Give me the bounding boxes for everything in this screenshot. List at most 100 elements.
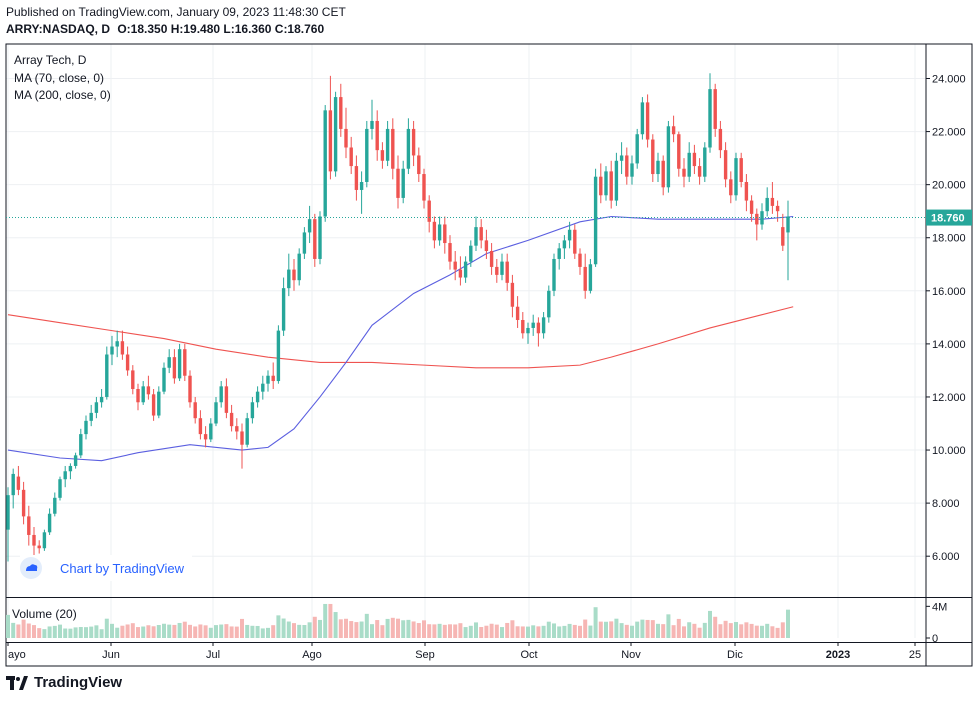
candle-body <box>406 128 411 169</box>
volume-bar <box>26 623 31 638</box>
volume-bar <box>323 603 328 638</box>
volume-bar <box>11 622 16 638</box>
volume-bar <box>479 626 484 638</box>
candle-body <box>562 240 567 249</box>
candle-body <box>635 134 639 164</box>
candle-body <box>786 216 790 233</box>
candle-body <box>271 375 275 382</box>
volume-bar <box>489 623 494 638</box>
volume-bar <box>73 627 78 638</box>
last-price-group: 18.760 <box>6 209 972 226</box>
volume-bar <box>58 624 62 638</box>
candle-body <box>645 102 650 140</box>
candle-body <box>375 120 379 151</box>
time-tick-label: 25 <box>909 649 921 661</box>
price-tick-label: 16.000 <box>932 286 966 298</box>
volume-bar <box>604 621 608 638</box>
volume-axis[interactable]: 4M 0 <box>926 601 947 645</box>
volume-bar <box>676 618 681 638</box>
volume-bar <box>666 614 671 638</box>
time-axis[interactable]: ayo Jun Jul Ago Sep Oct Nov Dic 2023 25 <box>7 642 921 661</box>
candle-body <box>240 431 244 445</box>
credit-label: Chart by TradingView <box>60 560 185 576</box>
volume-bar <box>536 626 541 638</box>
candle-body <box>651 139 655 175</box>
candle-body <box>287 269 291 289</box>
candle-body <box>469 245 473 262</box>
legend-title: Array Tech, D <box>14 53 87 67</box>
candle-body <box>718 128 723 151</box>
price-tick-label: 6.000 <box>932 551 960 563</box>
volume-bar <box>401 620 406 638</box>
candle-body <box>697 166 702 177</box>
candle-body <box>583 266 587 291</box>
candle-body <box>448 243 452 262</box>
candle-body <box>526 327 530 334</box>
candle-body <box>588 264 593 291</box>
candle-body <box>120 341 125 355</box>
volume-bar <box>593 607 598 638</box>
volume-bar <box>448 624 452 638</box>
volume-bar <box>245 624 250 638</box>
candle-body <box>692 152 697 167</box>
candle-body <box>479 227 483 241</box>
volume-bar <box>520 626 525 638</box>
candle-body <box>146 386 151 395</box>
chart-by-tradingview-link[interactable]: Chart by TradingView <box>20 555 193 581</box>
volume-bar <box>718 624 723 638</box>
grid-lines <box>6 44 926 638</box>
candle-body <box>250 402 255 419</box>
candle-body <box>73 455 78 466</box>
volume-bar <box>271 625 276 638</box>
volume-bar <box>422 620 426 638</box>
candle-body <box>437 224 442 241</box>
volume-bar <box>713 616 718 638</box>
candle-body <box>255 391 260 403</box>
candle-body <box>151 394 156 416</box>
candle-body <box>84 420 88 435</box>
price-axis[interactable]: 6.000 8.000 10.000 12.000 14.000 16.000 18.000… <box>926 74 966 564</box>
volume-bar <box>786 609 790 638</box>
volume-bar <box>84 627 88 638</box>
volume-bar <box>598 621 603 638</box>
price-tick-label: 12.000 <box>932 392 966 404</box>
tradingview-logo[interactable]: TradingView <box>6 674 122 691</box>
time-tick-label: Ago <box>302 649 322 661</box>
volume-bar <box>739 624 744 638</box>
candle-body <box>708 89 712 148</box>
volume-bar <box>141 626 146 638</box>
volume-bar <box>578 625 582 638</box>
volume-bar <box>94 625 99 638</box>
volume-bar <box>208 627 213 638</box>
legend-ma200: MA (200, close, 0) <box>14 88 111 102</box>
candle-body <box>157 391 161 416</box>
volume-bar <box>458 623 463 638</box>
volume-bar <box>406 619 411 638</box>
candle-body <box>276 330 281 382</box>
candle-body <box>167 357 171 368</box>
candle-body <box>131 370 135 389</box>
candle-body <box>614 160 619 201</box>
candle-body <box>79 434 83 456</box>
volume-bar <box>234 626 239 638</box>
volume-bar <box>151 626 156 638</box>
volume-bar <box>193 626 198 638</box>
candle-body <box>32 534 36 546</box>
candle-body <box>105 354 109 397</box>
candle-body <box>261 383 265 392</box>
volume-bar <box>63 628 68 638</box>
volume-bar <box>552 623 556 638</box>
volume-bar <box>682 626 686 638</box>
candle-body <box>677 134 681 169</box>
volume-bar <box>240 618 244 638</box>
candle-body <box>89 412 93 421</box>
legend-ma70: MA (70, close, 0) <box>14 71 105 85</box>
candle-body <box>172 357 177 379</box>
volume-bar <box>671 625 676 638</box>
ma200-line <box>7 306 794 369</box>
volume-bar <box>396 618 400 638</box>
candle-body <box>266 375 270 384</box>
volume-bar <box>390 617 395 638</box>
volume-bar <box>328 603 333 638</box>
